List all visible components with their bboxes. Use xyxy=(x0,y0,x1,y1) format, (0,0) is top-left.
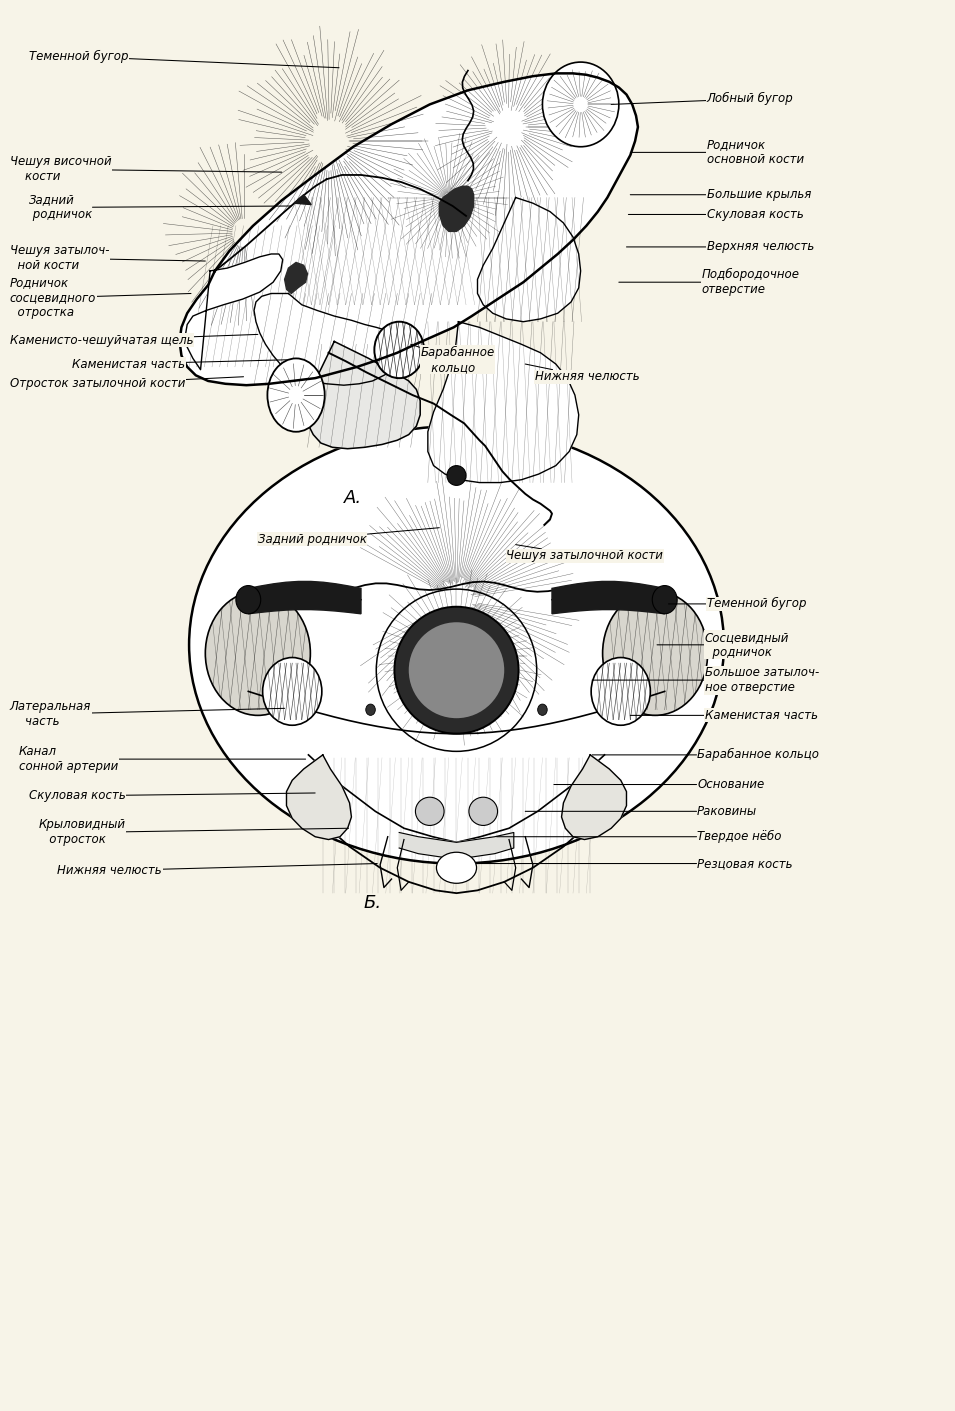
Text: Родничок
основной кости: Родничок основной кости xyxy=(630,138,804,166)
Polygon shape xyxy=(180,73,638,385)
Text: Резцовая кость: Резцовая кость xyxy=(478,856,793,871)
Text: Родничок
сосцевидного
  отростка: Родничок сосцевидного отростка xyxy=(10,277,191,319)
Ellipse shape xyxy=(591,658,650,725)
Ellipse shape xyxy=(409,622,504,718)
Text: Каменисто-чешуйчатая щель: Каменисто-чешуйчатая щель xyxy=(10,333,258,347)
Text: Сосцевидный
  родничок: Сосцевидный родничок xyxy=(657,631,789,659)
Text: Барабанное
   кольцо: Барабанное кольцо xyxy=(411,344,495,374)
Text: Теменной бугор: Теменной бугор xyxy=(668,597,806,611)
Text: Скуловая кость: Скуловая кость xyxy=(29,789,315,803)
Ellipse shape xyxy=(415,797,444,825)
Text: Основание: Основание xyxy=(554,777,764,792)
Polygon shape xyxy=(428,322,579,483)
Text: Большие крылья: Большие крылья xyxy=(630,188,811,202)
Ellipse shape xyxy=(263,658,322,725)
Text: Отросток затылочной кости: Отросток затылочной кости xyxy=(10,377,244,391)
Ellipse shape xyxy=(366,704,375,715)
Polygon shape xyxy=(248,581,361,614)
Text: Канал
сонной артерии: Канал сонной артерии xyxy=(19,745,306,773)
Polygon shape xyxy=(254,293,401,385)
Ellipse shape xyxy=(652,586,677,614)
Text: А.: А. xyxy=(345,490,362,507)
Ellipse shape xyxy=(469,797,498,825)
Ellipse shape xyxy=(538,704,547,715)
Text: Чешуя затылоч-
  ной кости: Чешуя затылоч- ной кости xyxy=(10,244,205,272)
Text: Нижняя челюсть: Нижняя челюсть xyxy=(525,364,640,384)
Ellipse shape xyxy=(394,607,519,734)
Polygon shape xyxy=(285,262,308,293)
Text: Латеральная
    часть: Латеральная часть xyxy=(10,700,285,728)
Text: Каменистая часть: Каменистая часть xyxy=(630,708,817,722)
Text: Чешуя затылочной кости: Чешуя затылочной кости xyxy=(506,545,663,563)
Text: Крыловидный
   отросток: Крыловидный отросток xyxy=(38,818,349,847)
Ellipse shape xyxy=(236,586,261,614)
Ellipse shape xyxy=(436,852,477,883)
Polygon shape xyxy=(306,341,420,449)
Text: Задний
 родничок: Задний родничок xyxy=(29,193,291,222)
Ellipse shape xyxy=(205,591,310,715)
Polygon shape xyxy=(562,755,626,840)
Polygon shape xyxy=(439,186,474,231)
Ellipse shape xyxy=(447,466,466,485)
Text: Скуловая кость: Скуловая кость xyxy=(628,207,803,222)
Text: Верхняя челюсть: Верхняя челюсть xyxy=(626,240,814,254)
Polygon shape xyxy=(399,832,514,859)
Ellipse shape xyxy=(374,322,424,378)
Text: Задний родничок: Задний родничок xyxy=(258,528,439,546)
Ellipse shape xyxy=(603,591,708,715)
Polygon shape xyxy=(286,755,351,840)
Text: Лобный бугор: Лобный бугор xyxy=(611,92,794,106)
Ellipse shape xyxy=(189,426,724,864)
Text: Раковины: Раковины xyxy=(525,804,757,818)
Ellipse shape xyxy=(542,62,619,147)
Polygon shape xyxy=(478,198,581,322)
Polygon shape xyxy=(185,254,283,370)
Ellipse shape xyxy=(267,358,325,432)
Text: Теменной бугор: Теменной бугор xyxy=(29,49,339,68)
Text: Твердое нёбо: Твердое нёбо xyxy=(497,830,781,844)
Polygon shape xyxy=(552,581,665,614)
Text: Большое затылоч-
ное отверстие: Большое затылоч- ное отверстие xyxy=(592,666,819,694)
Text: Б.: Б. xyxy=(364,895,381,912)
Text: Чешуя височной
    кости: Чешуя височной кости xyxy=(10,155,282,183)
Polygon shape xyxy=(294,195,311,205)
Text: Барабанное кольцо: Барабанное кольцо xyxy=(592,748,819,762)
Text: Каменистая часть: Каменистая часть xyxy=(57,357,286,371)
Text: Нижняя челюсть: Нижняя челюсть xyxy=(57,864,377,878)
Text: Подбородочное
отверстие: Подбородочное отверстие xyxy=(619,268,800,296)
